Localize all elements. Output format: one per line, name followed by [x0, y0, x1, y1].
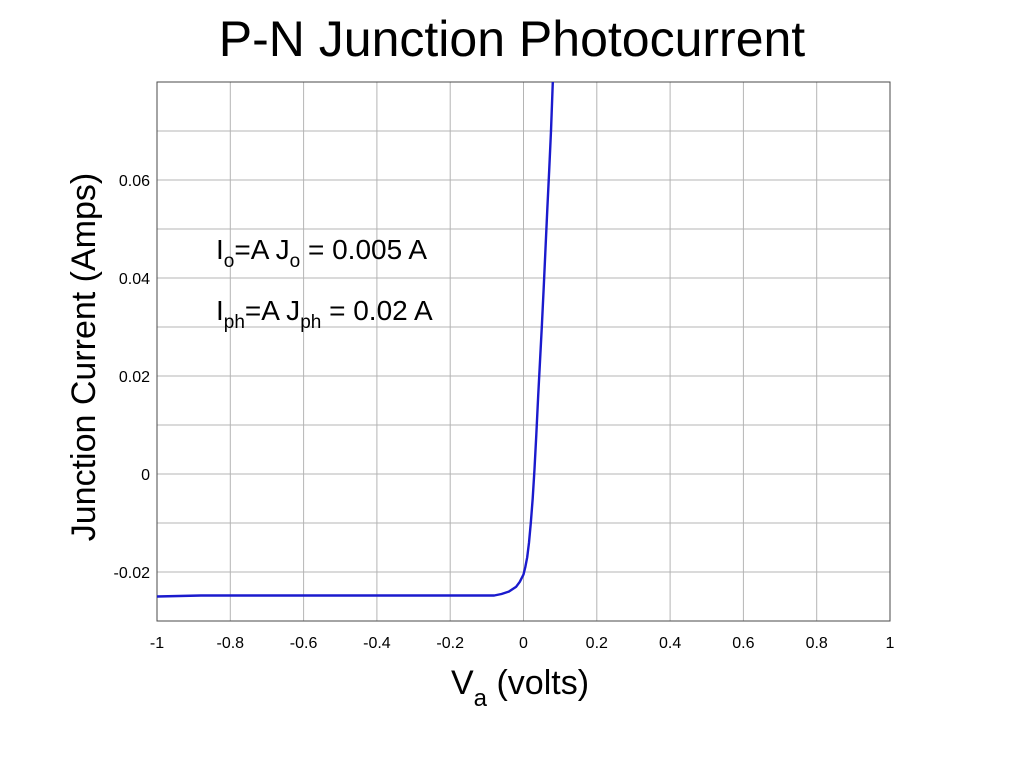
x-tick-label-0: -1 — [150, 635, 164, 652]
y-tick-label-2: 0.02 — [119, 369, 150, 386]
annotation-io-rest1: =A J — [234, 234, 289, 265]
annotation-io-main: I — [216, 234, 224, 265]
series-line-0 — [156, 81, 554, 598]
annotation-io-sub: o — [224, 251, 235, 272]
annotation-iph-main: I — [216, 295, 224, 326]
y-tick-label-1: 0 — [141, 467, 150, 484]
x-tick-label-4: -0.2 — [436, 635, 464, 652]
x-tick-label-2: -0.6 — [290, 635, 318, 652]
x-axis-label-rest: (volts) — [487, 664, 589, 702]
x-tick-label-9: 0.8 — [806, 635, 828, 652]
x-tick-label-3: -0.4 — [363, 635, 391, 652]
x-tick-label-7: 0.4 — [659, 635, 681, 652]
annotation-iph-sub2: ph — [300, 312, 321, 333]
annotation-io-rest2: = 0.005 A — [300, 234, 427, 265]
y-tick-labels: -0.02 0 0.02 0.04 0.06 — [114, 173, 151, 582]
x-axis-label: Va (volts) — [451, 664, 589, 712]
chart-title: P-N Junction Photocurrent — [219, 11, 806, 67]
annotation-io-sub2: o — [290, 251, 301, 272]
x-tick-label-8: 0.6 — [732, 635, 754, 652]
annotation-iph-rest2: = 0.02 A — [321, 295, 433, 326]
y-tick-label-4: 0.06 — [119, 173, 150, 190]
series-layer — [156, 81, 554, 598]
x-tick-labels: -1 -0.8 -0.6 -0.4 -0.2 0 0.2 0.4 0.6 0.8 1 — [150, 635, 895, 652]
x-tick-label-10: 1 — [886, 635, 895, 652]
annotation-iph-rest1: =A J — [245, 295, 300, 326]
x-axis-label-sub: a — [474, 685, 488, 712]
y-axis-label: Junction Current (Amps) — [65, 173, 103, 541]
annotation-iph: Iph=A Jph = 0.02 A — [216, 295, 433, 333]
annotation-iph-sub: ph — [224, 312, 245, 333]
annotation-io: Io=A Jo = 0.005 A — [216, 234, 427, 272]
y-tick-label-0: -0.02 — [114, 565, 151, 582]
plot-frame — [156, 81, 891, 622]
x-axis-label-main: V — [451, 664, 474, 702]
x-tick-label-6: 0.2 — [586, 635, 608, 652]
x-tick-label-1: -0.8 — [217, 635, 245, 652]
y-tick-label-3: 0.04 — [119, 271, 150, 288]
grid — [156, 81, 891, 622]
x-tick-label-5: 0 — [519, 635, 528, 652]
